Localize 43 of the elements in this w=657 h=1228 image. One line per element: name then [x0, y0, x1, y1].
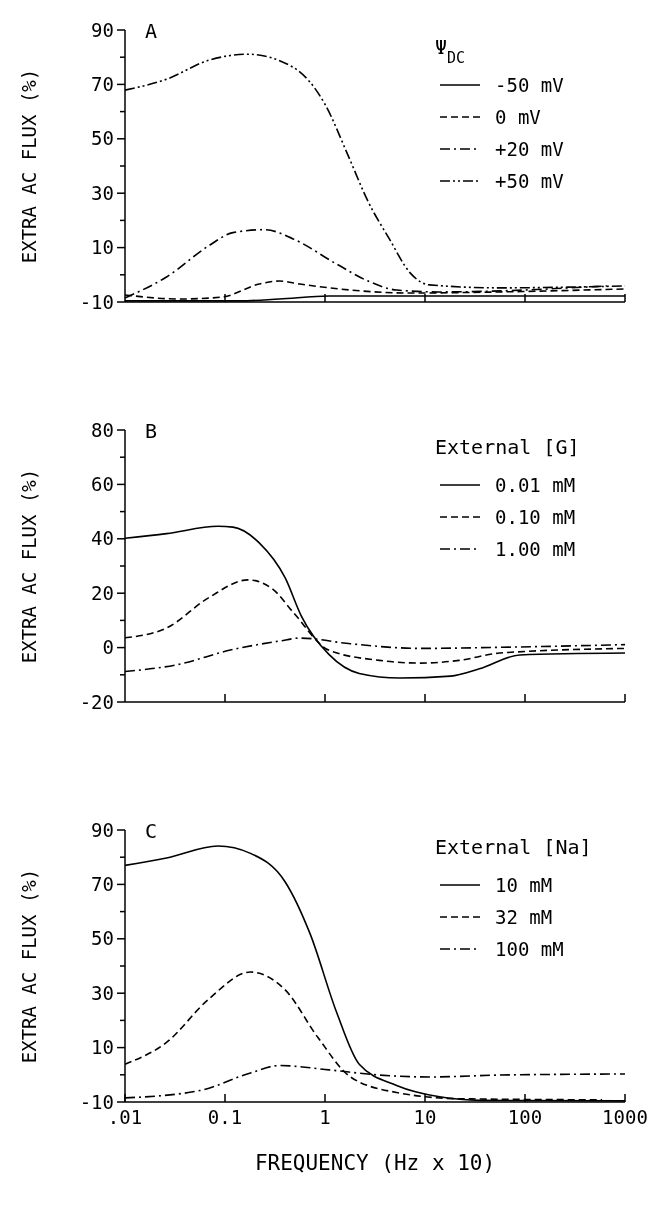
legend-label: 0.01 mM — [495, 473, 576, 496]
y-tick-label: 30 — [91, 181, 114, 204]
y-tick-label: 10 — [91, 236, 114, 259]
x-tick-label: 100 — [507, 1106, 543, 1128]
y-tick-label: 80 — [91, 418, 114, 441]
y-axis-title: EXTRA AC FLUX (%) — [18, 68, 40, 264]
legend-label: -50 mV — [495, 73, 564, 96]
y-tick-label: 50 — [91, 127, 114, 150]
legend-label: 10 mM — [495, 873, 553, 896]
y-tick-label: 70 — [91, 73, 114, 96]
legend-label: 1.00 mM — [495, 537, 576, 560]
legend-title: External [G] — [435, 435, 580, 459]
x-tick-label: 1000 — [602, 1106, 648, 1128]
x-tick-label: 1 — [319, 1106, 331, 1128]
y-axis-title: EXTRA AC FLUX (%) — [18, 468, 40, 664]
chart-title: C — [145, 819, 158, 843]
legend-label: 0.10 mM — [495, 505, 576, 528]
y-axis-title: EXTRA AC FLUX (%) — [18, 868, 40, 1064]
legend-label: +50 mV — [495, 169, 564, 192]
y-tick-label: 50 — [91, 927, 114, 950]
y-tick-label: -10 — [79, 290, 114, 313]
y-tick-label: 60 — [91, 473, 114, 496]
x-axis-title: FREQUENCY (Hz x 10) — [254, 1151, 496, 1175]
legend-label: +20 mV — [495, 137, 564, 160]
x-tick-label: 10 — [413, 1106, 437, 1128]
legend-label: 100 mM — [495, 937, 564, 960]
legend-label: 0 mV — [495, 105, 541, 128]
y-tick-label: 0 — [102, 636, 114, 659]
y-tick-label: -20 — [79, 690, 114, 713]
x-tick-label: 0.1 — [207, 1106, 243, 1128]
chart-title: A — [145, 19, 158, 43]
y-tick-label: 20 — [91, 581, 114, 604]
y-tick-label: 10 — [91, 1036, 114, 1059]
chart-title: B — [145, 419, 158, 443]
legend-title: Ψ$_{DC}$ — [435, 35, 466, 67]
y-tick-label: -10 — [79, 1090, 114, 1113]
y-tick-label: 30 — [91, 981, 114, 1004]
legend-label: 32 mM — [495, 905, 553, 928]
legend-title: External [Na] — [435, 835, 592, 859]
y-tick-label: 90 — [91, 818, 114, 841]
y-tick-label: 90 — [91, 18, 114, 41]
y-tick-label: 70 — [91, 873, 114, 896]
y-tick-label: 40 — [91, 527, 114, 550]
